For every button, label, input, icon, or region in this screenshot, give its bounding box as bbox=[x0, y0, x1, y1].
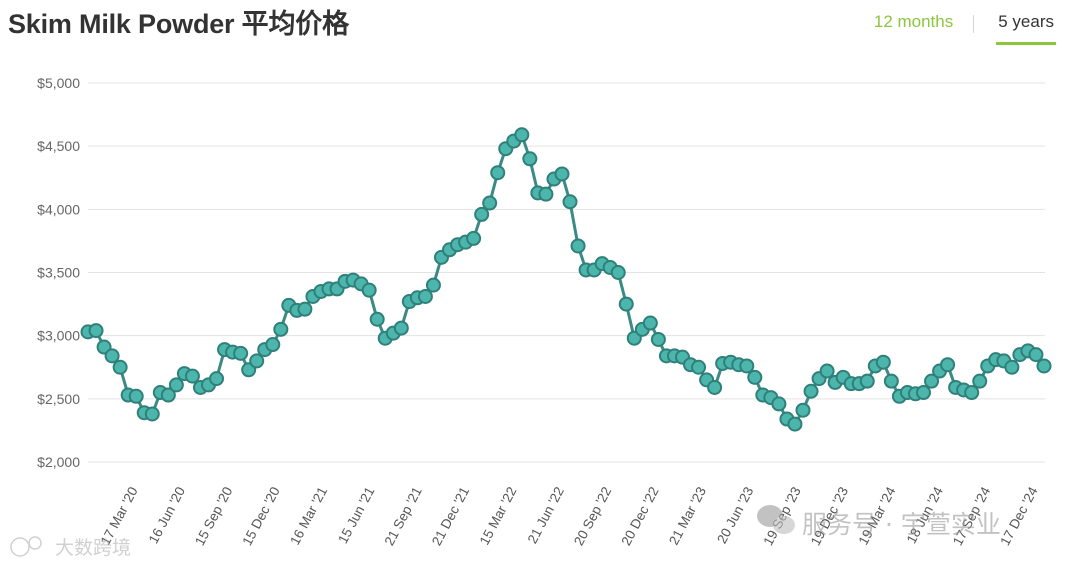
data-point[interactable] bbox=[538, 186, 554, 202]
data-point[interactable] bbox=[160, 387, 176, 403]
x-tick-label: 15 Dec '20 bbox=[239, 484, 282, 548]
data-point[interactable] bbox=[875, 354, 891, 370]
data-point[interactable] bbox=[417, 289, 433, 305]
x-tick-label: 15 Jun '21 bbox=[335, 484, 377, 546]
data-point[interactable] bbox=[940, 357, 956, 373]
y-tick-label: $3,000 bbox=[37, 328, 80, 344]
x-tick-label: 15 Mar '22 bbox=[477, 484, 520, 547]
grid-lines bbox=[88, 82, 1045, 463]
watermark-right-text: 服务号 · 宇萱实业 bbox=[802, 510, 1001, 539]
data-point[interactable] bbox=[1004, 359, 1020, 375]
watermark-left-text: 大数跨境 bbox=[55, 537, 131, 559]
y-tick-label: $2,000 bbox=[37, 454, 80, 470]
x-tick-label: 21 Mar '23 bbox=[666, 484, 709, 547]
data-point[interactable] bbox=[707, 379, 723, 395]
watermark-logo-icon bbox=[10, 536, 42, 557]
x-tick-label: 21 Dec '21 bbox=[429, 484, 472, 548]
data-point[interactable] bbox=[209, 371, 225, 387]
data-point[interactable] bbox=[168, 377, 184, 393]
tab-divider bbox=[973, 15, 975, 33]
y-tick-label: $3,500 bbox=[37, 265, 80, 281]
data-point[interactable] bbox=[273, 321, 289, 337]
data-point[interactable] bbox=[249, 353, 265, 369]
data-point[interactable] bbox=[787, 416, 803, 432]
x-tick-label: 16 Jun '20 bbox=[146, 484, 188, 546]
data-point[interactable] bbox=[562, 194, 578, 210]
x-tick-label: 20 Jun '23 bbox=[714, 484, 756, 546]
data-point[interactable] bbox=[88, 323, 104, 339]
data-point[interactable] bbox=[554, 166, 570, 182]
data-point[interactable] bbox=[128, 388, 144, 404]
data-point[interactable] bbox=[393, 320, 409, 336]
data-point[interactable] bbox=[490, 165, 506, 181]
x-tick-label: 15 Sep '20 bbox=[192, 484, 235, 548]
data-point[interactable] bbox=[522, 151, 538, 167]
data-point[interactable] bbox=[972, 373, 988, 389]
x-tick-label: 21 Sep '21 bbox=[382, 484, 425, 548]
y-tick-label: $4,500 bbox=[37, 138, 80, 154]
data-point[interactable] bbox=[482, 195, 498, 211]
data-point[interactable] bbox=[771, 396, 787, 412]
data-point[interactable] bbox=[915, 385, 931, 401]
chart-title: Skim Milk Powder 平均价格 bbox=[8, 9, 349, 39]
data-point[interactable] bbox=[1028, 347, 1044, 363]
data-point[interactable] bbox=[514, 127, 530, 143]
data-point[interactable] bbox=[104, 348, 120, 364]
y-tick-label: $2,500 bbox=[37, 391, 80, 407]
x-tick-label: 16 Mar '21 bbox=[287, 484, 330, 547]
data-point[interactable] bbox=[747, 369, 763, 385]
x-tick-label: 20 Dec '22 bbox=[618, 484, 661, 548]
y-tick-label: $4,000 bbox=[37, 201, 80, 217]
x-tick-label: 21 Jun '22 bbox=[525, 484, 567, 546]
data-point[interactable] bbox=[650, 331, 666, 347]
data-point[interactable] bbox=[474, 206, 490, 222]
data-point[interactable] bbox=[618, 296, 634, 312]
y-axis-labels: $2,000 $2,500 $3,000 $3,500 $4,000 $4,500 $5,0… bbox=[37, 75, 80, 470]
data-point[interactable] bbox=[425, 277, 441, 293]
data-point[interactable] bbox=[859, 373, 875, 389]
data-point[interactable] bbox=[466, 230, 482, 246]
data-point[interactable] bbox=[361, 282, 377, 298]
tab-12-months[interactable]: 12 months bbox=[873, 12, 954, 31]
tab-5-years[interactable]: 5 years bbox=[996, 10, 1056, 45]
data-point[interactable] bbox=[184, 368, 200, 384]
data-point[interactable] bbox=[739, 358, 755, 374]
data-point[interactable] bbox=[1036, 358, 1052, 374]
data-point[interactable] bbox=[803, 383, 819, 399]
x-tick-label: 17 Dec '24 bbox=[997, 484, 1041, 548]
data-point[interactable] bbox=[297, 301, 313, 317]
watermark-right: 服务号 · 宇萱实业 bbox=[757, 505, 1001, 539]
data-point[interactable] bbox=[144, 406, 160, 422]
data-points bbox=[80, 127, 1052, 432]
data-point[interactable] bbox=[924, 373, 940, 389]
data-point[interactable] bbox=[610, 265, 626, 280]
y-tick-label: $5,000 bbox=[37, 75, 80, 91]
data-point[interactable] bbox=[795, 402, 811, 418]
data-point[interactable] bbox=[369, 311, 385, 327]
x-tick-label: 20 Sep '22 bbox=[571, 484, 614, 548]
wechat-icon bbox=[757, 505, 795, 534]
data-point[interactable] bbox=[883, 373, 899, 389]
data-point[interactable] bbox=[819, 363, 835, 379]
data-point[interactable] bbox=[642, 315, 658, 331]
data-point[interactable] bbox=[691, 359, 707, 375]
data-point[interactable] bbox=[112, 359, 128, 375]
data-point[interactable] bbox=[570, 238, 586, 254]
data-point[interactable] bbox=[265, 337, 281, 353]
range-tabs: 12 months 5 years bbox=[874, 10, 1056, 45]
watermark-left: 大数跨境 bbox=[10, 536, 131, 559]
data-point[interactable] bbox=[964, 385, 980, 401]
data-point[interactable] bbox=[233, 345, 249, 361]
